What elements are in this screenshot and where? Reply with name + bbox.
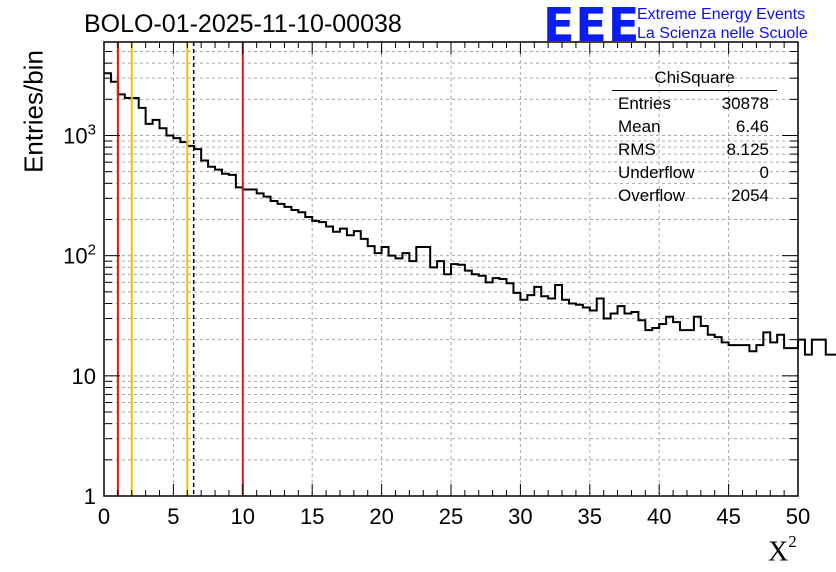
eee-logo-mark: EEE bbox=[543, 0, 641, 52]
y-tick-label-base: 10 bbox=[63, 244, 87, 269]
x-tick-label: 40 bbox=[647, 504, 671, 529]
stats-title: ChiSquare bbox=[612, 68, 777, 91]
x-tick-label: 35 bbox=[578, 504, 602, 529]
stats-label: Overflow bbox=[618, 186, 686, 205]
y-tick-label: 103 bbox=[63, 122, 96, 149]
y-tick-label-base: 10 bbox=[63, 124, 87, 149]
x-tick-label: 0 bbox=[98, 504, 110, 529]
stats-row-mean: Mean 6.46 bbox=[612, 115, 777, 138]
x-axis-label: X2 bbox=[768, 532, 797, 568]
stats-row-overflow: Overflow 2054 bbox=[612, 184, 777, 207]
stats-label: Underflow bbox=[618, 163, 695, 182]
y-tick-label: 10 bbox=[72, 364, 96, 389]
y-tick-label-exponent: 3 bbox=[88, 122, 96, 139]
x-tick-label: 30 bbox=[508, 504, 532, 529]
stats-row-entries: Entries 30878 bbox=[612, 92, 777, 115]
stats-row-rms: RMS 8.125 bbox=[612, 138, 777, 161]
x-tick-label: 20 bbox=[369, 504, 393, 529]
stats-value: 8.125 bbox=[726, 140, 769, 159]
logo-line-2: La Scienza nelle Scuole bbox=[637, 25, 808, 42]
stats-label: Mean bbox=[618, 117, 661, 136]
histogram-series bbox=[104, 72, 836, 356]
stats-value: 30878 bbox=[721, 94, 769, 113]
x-tick-label: 15 bbox=[300, 504, 324, 529]
stats-label: Entries bbox=[618, 94, 671, 113]
logo-line-1: Extreme Energy Events bbox=[637, 6, 806, 23]
y-tick-label-exponent: 2 bbox=[88, 242, 96, 259]
stats-value: 0 bbox=[759, 163, 769, 182]
y-tick-label: 102 bbox=[63, 242, 96, 269]
x-tick-label: 25 bbox=[439, 504, 463, 529]
x-tick-label: 10 bbox=[231, 504, 255, 529]
y-tick-label: 1 bbox=[84, 484, 96, 509]
stats-box: ChiSquare Entries 30878 Mean 6.46 RMS 8.125… bbox=[612, 68, 777, 207]
x-tick-label: 5 bbox=[167, 504, 179, 529]
x-axis-label-text: X bbox=[768, 536, 789, 568]
stats-label: RMS bbox=[618, 140, 656, 159]
x-tick-label: 50 bbox=[786, 504, 810, 529]
stats-value: 6.46 bbox=[735, 117, 769, 136]
x-tick-label: 45 bbox=[716, 504, 740, 529]
chart-title: BOLO-01-2025-11-10-00038 bbox=[84, 10, 402, 38]
x-axis-label-sup: 2 bbox=[788, 532, 797, 551]
stats-value: 2054 bbox=[731, 186, 769, 205]
stats-row-underflow: Underflow 0 bbox=[612, 161, 777, 184]
y-axis-label: Entries/bin bbox=[18, 50, 49, 173]
